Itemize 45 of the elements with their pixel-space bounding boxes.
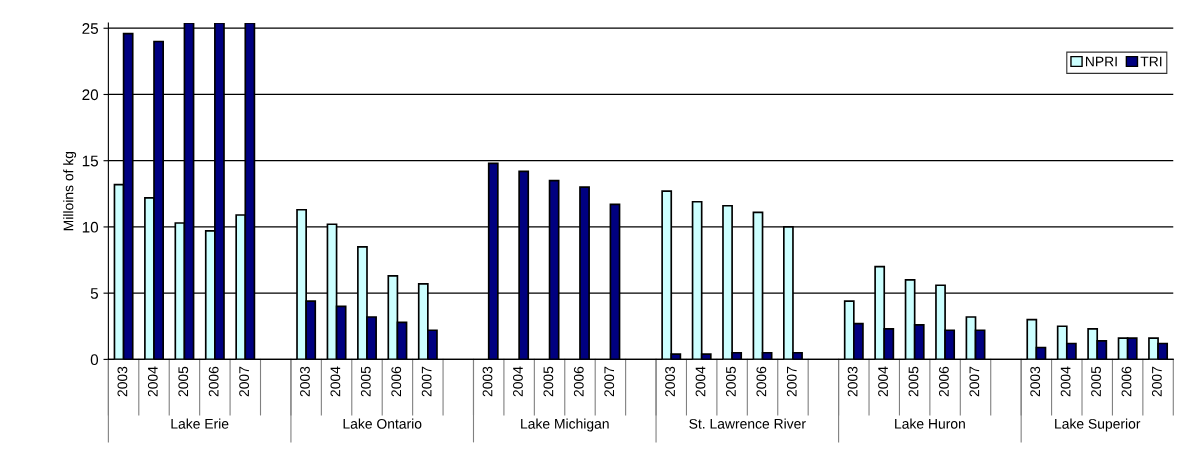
text: St. Lawrence River bbox=[689, 418, 806, 429]
x-tick-label: 2004 bbox=[513, 366, 523, 397]
text: Lake Ontario bbox=[343, 418, 422, 429]
x-tick-label: 2004 bbox=[330, 366, 341, 397]
x-tick-label: 2005 bbox=[360, 366, 371, 397]
y-tick-label: 15 bbox=[82, 155, 99, 167]
x-tick-label: 2007 bbox=[786, 366, 797, 397]
x-tick-label: 2003 bbox=[665, 366, 675, 397]
x-tick-label: 2007 bbox=[969, 366, 980, 397]
x-tick-label: 2006 bbox=[391, 366, 402, 397]
x-tick-label: 2005 bbox=[178, 366, 189, 397]
legend-label: TRI bbox=[1140, 56, 1162, 67]
x-tick-label: 2003 bbox=[847, 366, 858, 397]
text: Lake Erie bbox=[171, 418, 229, 429]
x-tick-label: 2003 bbox=[300, 366, 310, 397]
y-axis-title: Milloins of kg bbox=[63, 151, 77, 231]
x-tick-label: 2003 bbox=[117, 366, 128, 397]
y-tick-label: 20 bbox=[82, 89, 99, 101]
x-tick-label: 2007 bbox=[604, 366, 615, 397]
x-tick-label: 2005 bbox=[726, 366, 736, 397]
x-tick-label: 2006 bbox=[208, 366, 219, 397]
x-tick-label: 2004 bbox=[695, 366, 706, 397]
x-tick-label: 2006 bbox=[756, 366, 767, 397]
x-tick-label: 2004 bbox=[878, 366, 888, 397]
x-tick-label: 2007 bbox=[239, 366, 250, 397]
x-tick-label: 2006 bbox=[573, 366, 584, 397]
x-tick-label: 2005 bbox=[908, 366, 919, 397]
x-tick-label: 2004 bbox=[147, 366, 158, 397]
x-tick-label: 2007 bbox=[421, 366, 432, 397]
x-tick-label: 2007 bbox=[1151, 366, 1162, 397]
text: Lake Superior bbox=[1055, 418, 1141, 432]
x-tick-label: 2005 bbox=[1091, 366, 1101, 397]
legend-label: NPRI bbox=[1085, 56, 1117, 67]
x-tick-label: 2006 bbox=[938, 366, 949, 397]
y-tick-label: 10 bbox=[82, 221, 99, 233]
x-tick-label: 2003 bbox=[482, 366, 493, 397]
x-tick-label: 2005 bbox=[543, 366, 554, 397]
y-tick-label: 5 bbox=[90, 288, 99, 299]
x-tick-label: 2003 bbox=[1030, 366, 1041, 397]
text: Lake Michigan bbox=[521, 418, 609, 432]
x-tick-label: 2006 bbox=[1121, 366, 1132, 397]
y-tick-label: 25 bbox=[82, 23, 99, 34]
x-tick-label: 2004 bbox=[1060, 366, 1071, 397]
y-tick-label: 0 bbox=[90, 354, 99, 366]
text: Lake Huron bbox=[895, 418, 965, 429]
